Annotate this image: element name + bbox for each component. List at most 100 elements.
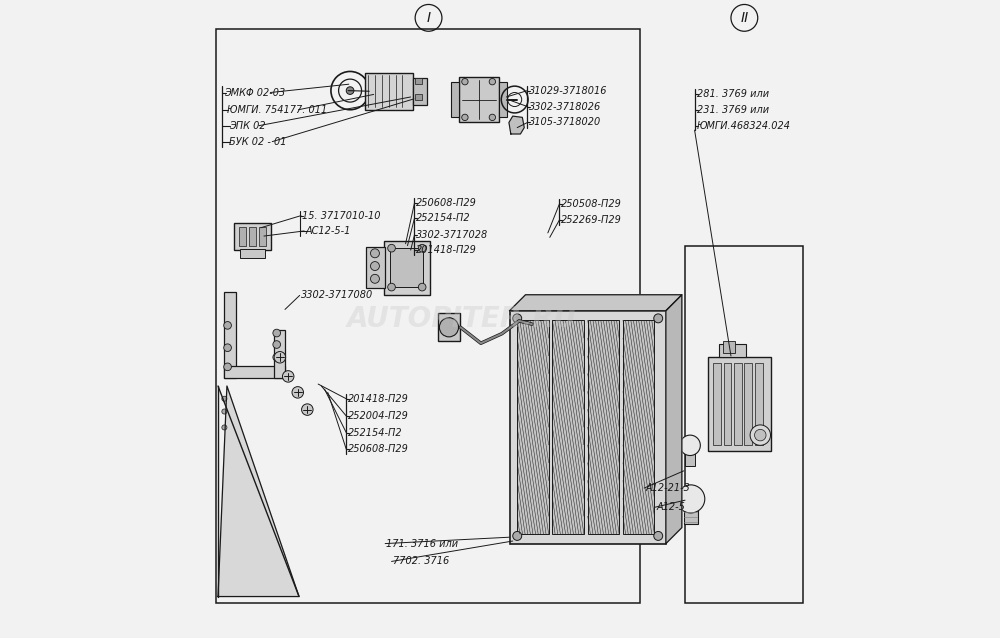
Bar (684, 505, 698, 524)
Circle shape (654, 314, 663, 323)
Circle shape (755, 429, 766, 441)
Text: 252154-П2: 252154-П2 (348, 427, 403, 438)
Bar (588, 320, 619, 534)
Text: 15. 3717010-10: 15. 3717010-10 (302, 211, 381, 221)
Bar (249, 227, 256, 246)
Polygon shape (509, 116, 524, 134)
Text: ЭПК 02: ЭПК 02 (229, 121, 265, 131)
Circle shape (282, 371, 294, 382)
Bar (239, 227, 246, 246)
Circle shape (513, 314, 522, 323)
Circle shape (273, 353, 281, 361)
Bar (755, 363, 763, 445)
Bar (517, 320, 549, 534)
Text: II: II (740, 11, 748, 25)
Circle shape (222, 425, 227, 430)
Circle shape (750, 425, 771, 445)
Bar (234, 223, 271, 250)
Bar (708, 357, 771, 451)
Text: 201418-П29: 201418-П29 (416, 245, 477, 255)
Text: А12-5: А12-5 (656, 502, 685, 512)
Bar (552, 320, 584, 534)
Circle shape (224, 363, 231, 371)
Bar (415, 94, 422, 100)
Text: 201418-П29: 201418-П29 (348, 394, 409, 404)
Circle shape (273, 329, 281, 337)
Bar (713, 363, 721, 445)
Circle shape (489, 78, 496, 85)
Bar (216, 29, 640, 603)
Bar (415, 78, 422, 84)
Circle shape (462, 114, 468, 121)
Bar (224, 292, 236, 378)
Circle shape (273, 341, 281, 348)
Text: 7702. 3716: 7702. 3716 (393, 556, 449, 567)
Text: 252269-П29: 252269-П29 (561, 215, 621, 225)
Bar (240, 249, 265, 258)
Bar (274, 330, 285, 378)
Bar (723, 341, 735, 353)
Text: ЭМКΦ 02-03: ЭМКΦ 02-03 (224, 87, 286, 98)
Bar (438, 313, 460, 341)
Circle shape (462, 78, 468, 85)
Polygon shape (666, 295, 682, 544)
Circle shape (274, 352, 286, 363)
Bar (719, 344, 746, 357)
Circle shape (388, 244, 395, 252)
Bar (685, 246, 803, 603)
Text: AUTOPITER.RU: AUTOPITER.RU (347, 305, 577, 333)
Text: 231. 3769 или: 231. 3769 или (697, 105, 769, 115)
Text: 252004-П29: 252004-П29 (348, 411, 409, 421)
Text: 250608-П29: 250608-П29 (348, 444, 409, 454)
Text: 171. 3716 или: 171. 3716 или (386, 538, 459, 549)
Circle shape (224, 344, 231, 352)
Bar (623, 320, 654, 534)
Text: ЮМГИ.468324.024: ЮМГИ.468324.024 (697, 121, 791, 131)
Text: 3302-3718026: 3302-3718026 (529, 101, 601, 112)
Text: АС12-5-1: АС12-5-1 (305, 226, 351, 236)
Bar (734, 363, 742, 445)
Circle shape (418, 283, 426, 291)
Circle shape (302, 404, 313, 415)
Circle shape (680, 435, 700, 456)
Circle shape (346, 87, 354, 94)
Circle shape (224, 322, 231, 329)
Circle shape (489, 114, 496, 121)
Bar (224, 366, 285, 378)
Text: 3302-3717080: 3302-3717080 (301, 290, 373, 300)
Bar (366, 247, 385, 288)
Bar (499, 82, 507, 117)
Text: 3302-3717028: 3302-3717028 (416, 230, 488, 240)
Circle shape (370, 262, 379, 271)
Circle shape (292, 387, 303, 398)
Bar (744, 363, 752, 445)
Bar (459, 77, 499, 122)
Circle shape (222, 409, 227, 414)
Bar (390, 248, 423, 287)
Text: 250508-П29: 250508-П29 (561, 199, 621, 209)
Text: 252154-П2: 252154-П2 (416, 213, 470, 223)
Bar (533, 320, 547, 335)
Text: А12-21-3: А12-21-3 (645, 483, 690, 493)
Text: ЮМГИ. 754177. 011: ЮМГИ. 754177. 011 (227, 105, 327, 115)
Circle shape (370, 249, 379, 258)
Circle shape (513, 531, 522, 540)
Bar (365, 73, 413, 110)
Circle shape (222, 396, 227, 401)
Text: 281. 3769 или: 281. 3769 или (697, 89, 769, 99)
Circle shape (439, 318, 459, 337)
Text: 3105-3718020: 3105-3718020 (529, 117, 601, 128)
Bar (510, 311, 666, 544)
Bar (685, 452, 695, 466)
Text: I: I (426, 11, 431, 25)
Circle shape (677, 485, 705, 513)
Bar (384, 241, 430, 295)
Polygon shape (510, 295, 682, 311)
Bar (259, 227, 266, 246)
Bar (451, 82, 459, 117)
Circle shape (654, 531, 663, 540)
Circle shape (388, 283, 395, 291)
Bar (413, 78, 427, 105)
Text: БУК 02 - 01: БУК 02 - 01 (229, 137, 286, 147)
Text: 31029-3718016: 31029-3718016 (529, 85, 607, 96)
